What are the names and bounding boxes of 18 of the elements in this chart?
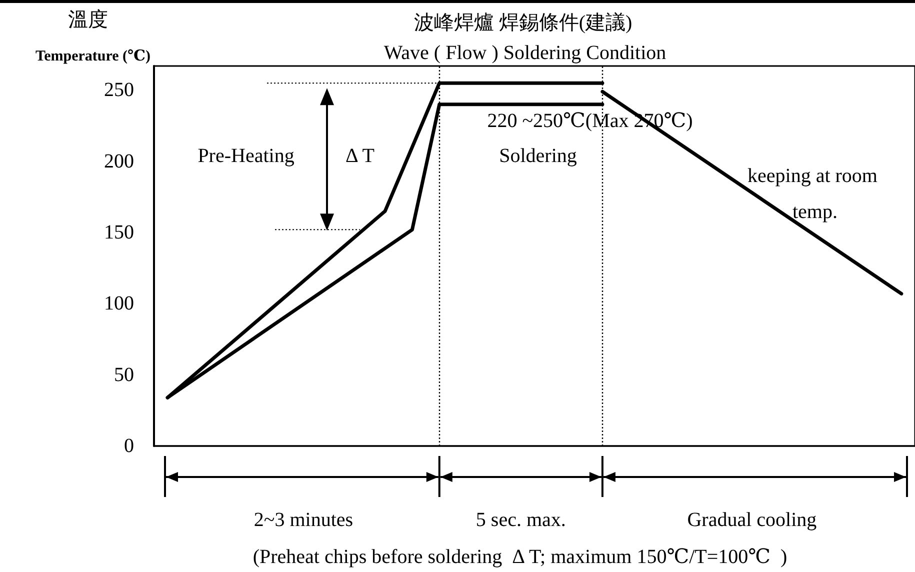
annotation: Pre-Heating <box>198 145 294 167</box>
annotation: Soldering <box>499 145 577 167</box>
annotation: Δ T <box>346 145 374 167</box>
y-axis-title: Temperature (℃) <box>35 48 151 64</box>
y-tick-label: 100 <box>104 292 134 315</box>
text: 溫度 <box>68 9 108 31</box>
text: Gradual cooling <box>687 509 817 531</box>
text: 5 sec. max. <box>476 509 566 531</box>
y-tick-label: 150 <box>104 222 134 244</box>
text: 2~3 minutes <box>254 509 354 531</box>
text: (Preheat chips before soldering Δ T; maximum 150℃/T=100℃ ) <box>252 546 788 568</box>
y-tick-label: 200 <box>104 150 134 172</box>
chart-title: 波峰焊爐 焊錫條件(建議) <box>414 12 632 34</box>
y-tick-label: 250 <box>104 79 134 102</box>
chart-subtitle: Wave ( Flow ) Soldering Condition <box>384 42 666 64</box>
y-tick-label: 0 <box>124 435 134 457</box>
y-tick-label: 50 <box>114 364 134 386</box>
annotation: keeping at room temp. <box>748 165 882 223</box>
